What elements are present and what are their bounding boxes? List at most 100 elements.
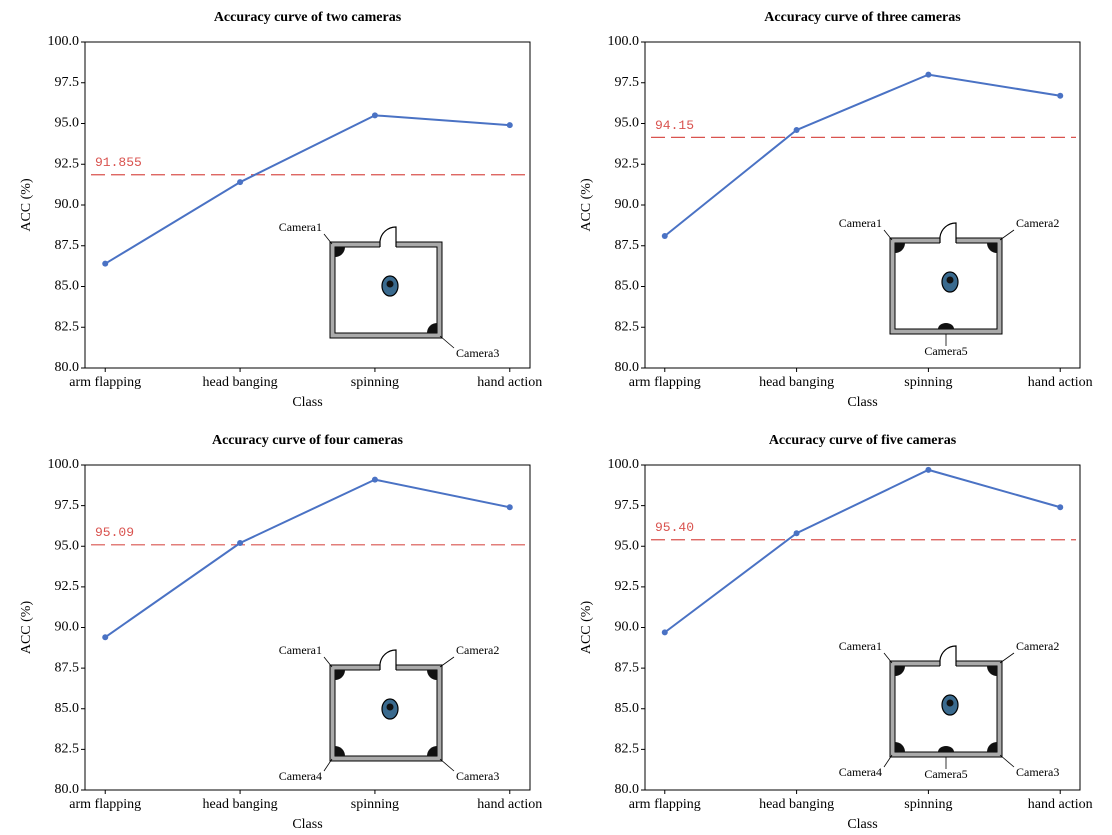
x-tick-label: head banging (203, 375, 278, 390)
camera-leader (999, 754, 1015, 768)
y-tick-label: 92.5 (615, 156, 640, 171)
camera-leader (999, 652, 1015, 664)
y-tick-label: 97.5 (615, 75, 640, 90)
data-point (506, 122, 513, 129)
x-tick-label: hand action (477, 375, 542, 390)
data-point (661, 629, 668, 636)
camera-label: Camera1 (839, 216, 882, 230)
y-tick-label: 100.0 (608, 457, 640, 472)
data-point (925, 466, 932, 473)
camera-leader (999, 229, 1015, 241)
data-point (1057, 92, 1064, 99)
data-point (371, 476, 378, 483)
x-tick-label: hand action (477, 797, 542, 812)
subplot: Accuracy curve of three cameras 80.0 82.5 8… (579, 10, 1092, 410)
y-tick-label: 100.0 (48, 34, 80, 49)
y-tick-label: 90.0 (615, 620, 640, 635)
camera-label: Camera1 (279, 643, 322, 657)
y-tick-label: 87.5 (55, 660, 80, 675)
x-tick-label: head banging (203, 797, 278, 812)
x-tick-label: head banging (759, 797, 834, 812)
chart-title: Accuracy curve of three cameras (764, 10, 961, 25)
camera (895, 243, 905, 253)
x-tick-label: spinning (904, 797, 952, 812)
x-tick-label: arm flapping (69, 375, 141, 390)
camera-label: Camera3 (456, 769, 499, 783)
y-tick-label: 85.0 (55, 701, 80, 716)
y-tick-label: 85.0 (615, 701, 640, 716)
camera (335, 247, 345, 257)
camera (895, 666, 905, 676)
camera-label: Camera5 (924, 344, 967, 358)
camera (427, 323, 437, 333)
y-tick-label: 80.0 (615, 782, 640, 797)
camera-leader (883, 229, 893, 241)
camera (987, 243, 997, 253)
camera (427, 746, 437, 756)
person-head (946, 699, 954, 707)
camera (987, 742, 997, 752)
camera-label: Camera2 (1016, 216, 1059, 230)
camera-label: Camera4 (839, 765, 882, 779)
subplot: Accuracy curve of five cameras 80.0 82.5 85… (579, 433, 1092, 832)
chart-title: Accuracy curve of five cameras (769, 433, 957, 448)
camera-label: Camera2 (1016, 639, 1059, 653)
accuracy-line (664, 73, 1061, 237)
y-tick-label: 80.0 (55, 782, 80, 797)
camera-label: Camera5 (924, 767, 967, 781)
person-head (946, 276, 954, 284)
accuracy-line (104, 114, 510, 265)
camera-label: Camera1 (279, 220, 322, 234)
y-tick-label: 90.0 (615, 197, 640, 212)
reference-label: 91.855 (95, 155, 142, 170)
y-tick-label: 92.5 (55, 156, 80, 171)
y-tick-label: 92.5 (55, 579, 80, 594)
camera (938, 746, 954, 752)
y-tick-label: 90.0 (55, 197, 80, 212)
chart-title: Accuracy curve of two cameras (214, 10, 402, 25)
camera-label: Camera2 (456, 643, 499, 657)
data-point (793, 127, 800, 134)
data-point (506, 504, 513, 511)
y-tick-label: 95.0 (55, 538, 80, 553)
data-point (661, 232, 668, 239)
camera-leader (883, 652, 893, 664)
door-gap (940, 660, 956, 667)
data-point (1057, 504, 1064, 511)
y-tick-label: 95.0 (55, 116, 80, 131)
x-tick-label: arm flapping (629, 375, 701, 390)
person-head (386, 280, 394, 288)
accuracy-line (664, 468, 1061, 634)
data-point (371, 112, 378, 119)
door-gap (380, 664, 396, 671)
y-tick-label: 87.5 (615, 238, 640, 253)
x-axis-label: Class (292, 395, 322, 410)
y-axis-label: ACC (%) (579, 178, 594, 232)
door-gap (380, 241, 396, 248)
door (939, 222, 957, 243)
y-tick-label: 87.5 (615, 660, 640, 675)
x-axis-label: Class (847, 817, 877, 832)
y-tick-label: 97.5 (55, 498, 80, 513)
camera (335, 670, 345, 680)
data-point (102, 634, 109, 641)
y-axis-label: ACC (%) (579, 601, 594, 655)
y-tick-label: 85.0 (615, 279, 640, 294)
y-tick-label: 100.0 (48, 457, 80, 472)
data-point (925, 71, 932, 78)
y-tick-label: 97.5 (615, 498, 640, 513)
reference-label: 95.40 (655, 520, 694, 535)
y-tick-label: 100.0 (608, 34, 640, 49)
x-axis-label: Class (292, 817, 322, 832)
room-wall-fill (889, 237, 1003, 335)
x-tick-label: arm flapping (629, 797, 701, 812)
data-point (237, 540, 244, 546)
y-axis-label: ACC (%) (19, 178, 34, 232)
x-tick-label: hand action (1028, 375, 1093, 390)
x-tick-label: spinning (351, 797, 399, 812)
camera-leader (439, 335, 455, 349)
camera (335, 746, 345, 756)
y-tick-label: 95.0 (615, 538, 640, 553)
camera-label: Camera4 (279, 769, 322, 783)
